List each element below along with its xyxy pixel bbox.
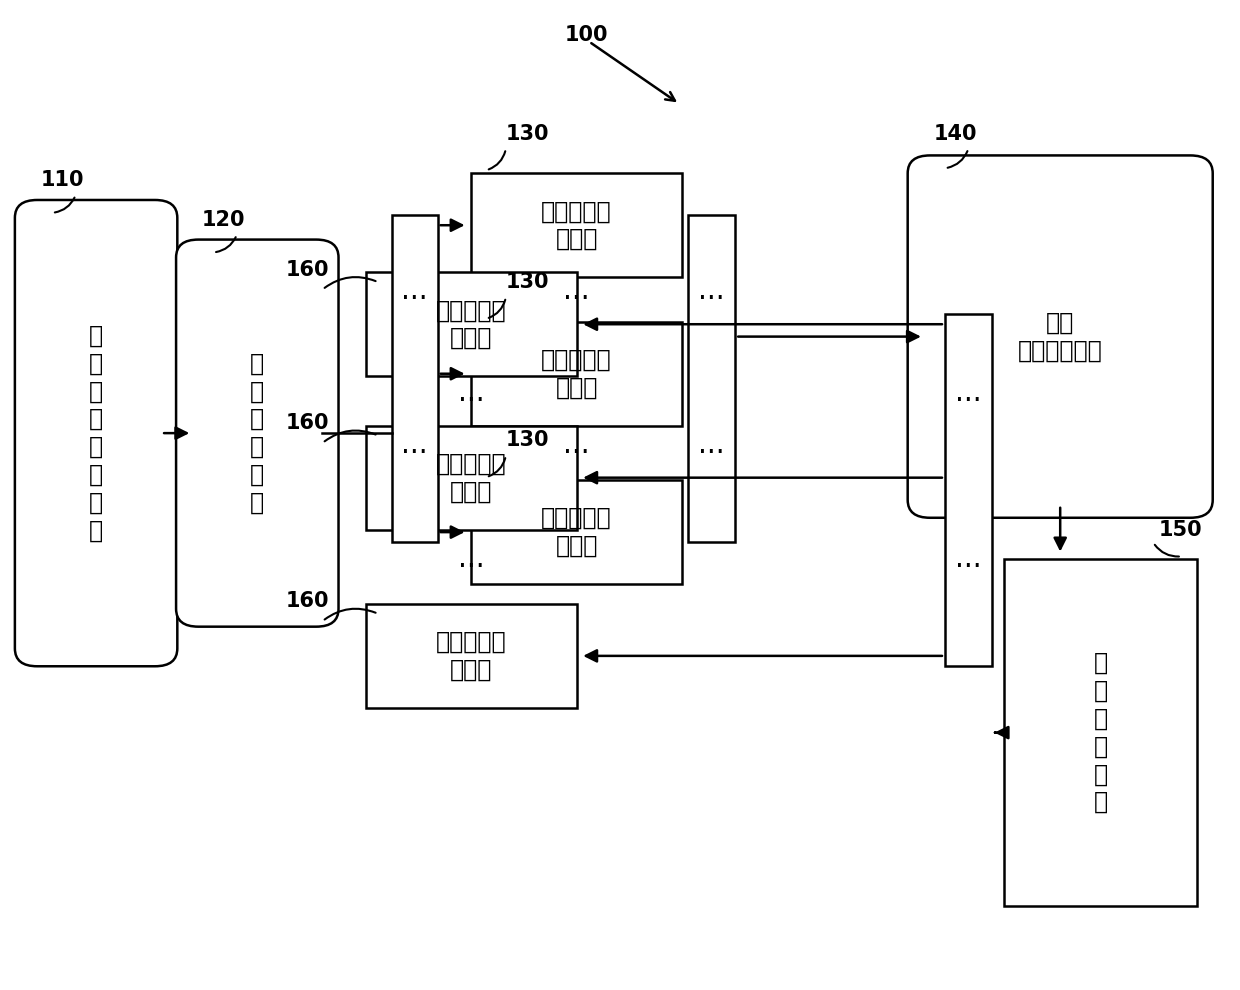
Text: 第
二
分
类
模
块: 第 二 分 类 模 块 bbox=[1094, 651, 1107, 814]
Text: 第二
特征检测模块: 第二 特征检测模块 bbox=[1018, 311, 1102, 362]
Text: 第一工艺处
理模块: 第一工艺处 理模块 bbox=[542, 506, 611, 558]
Text: ···: ··· bbox=[955, 552, 982, 581]
FancyBboxPatch shape bbox=[176, 240, 339, 627]
Text: 130: 130 bbox=[506, 431, 549, 450]
FancyBboxPatch shape bbox=[366, 604, 577, 708]
Text: 100: 100 bbox=[564, 25, 608, 45]
Text: ···: ··· bbox=[955, 387, 982, 415]
FancyBboxPatch shape bbox=[366, 426, 577, 530]
Text: ···: ··· bbox=[563, 285, 590, 314]
FancyBboxPatch shape bbox=[945, 315, 992, 666]
FancyBboxPatch shape bbox=[15, 200, 177, 666]
Text: 120: 120 bbox=[202, 210, 246, 230]
Text: 150: 150 bbox=[1159, 520, 1203, 540]
Text: ···: ··· bbox=[458, 552, 485, 581]
Text: 130: 130 bbox=[506, 124, 549, 144]
Text: 110: 110 bbox=[41, 170, 84, 190]
Text: 140: 140 bbox=[934, 124, 977, 144]
Text: ···: ··· bbox=[402, 439, 428, 467]
Text: 160: 160 bbox=[285, 259, 329, 279]
Text: ···: ··· bbox=[563, 439, 590, 467]
FancyBboxPatch shape bbox=[908, 155, 1213, 518]
Text: ···: ··· bbox=[698, 285, 725, 314]
Text: 第二工艺处
理模块: 第二工艺处 理模块 bbox=[436, 451, 506, 504]
Text: 第一工艺处
理模块: 第一工艺处 理模块 bbox=[542, 347, 611, 400]
Text: ···: ··· bbox=[698, 439, 725, 467]
FancyBboxPatch shape bbox=[688, 216, 735, 543]
Text: 第二工艺处
理模块: 第二工艺处 理模块 bbox=[436, 630, 506, 682]
Text: ···: ··· bbox=[402, 285, 428, 314]
FancyBboxPatch shape bbox=[471, 173, 682, 277]
FancyBboxPatch shape bbox=[366, 272, 577, 376]
Text: 第
一
分
类
模
块: 第 一 分 类 模 块 bbox=[250, 351, 264, 515]
FancyBboxPatch shape bbox=[471, 480, 682, 584]
FancyBboxPatch shape bbox=[1004, 559, 1197, 906]
Text: 160: 160 bbox=[285, 591, 329, 612]
Text: 第
一
特
征
检
测
模
块: 第 一 特 征 检 测 模 块 bbox=[89, 324, 103, 543]
Text: ···: ··· bbox=[458, 387, 485, 415]
Text: 160: 160 bbox=[285, 413, 329, 433]
Text: 第一工艺处
理模块: 第一工艺处 理模块 bbox=[542, 199, 611, 251]
Text: 130: 130 bbox=[506, 272, 549, 292]
FancyBboxPatch shape bbox=[392, 216, 438, 543]
FancyBboxPatch shape bbox=[471, 322, 682, 426]
Text: 第二工艺处
理模块: 第二工艺处 理模块 bbox=[436, 298, 506, 350]
